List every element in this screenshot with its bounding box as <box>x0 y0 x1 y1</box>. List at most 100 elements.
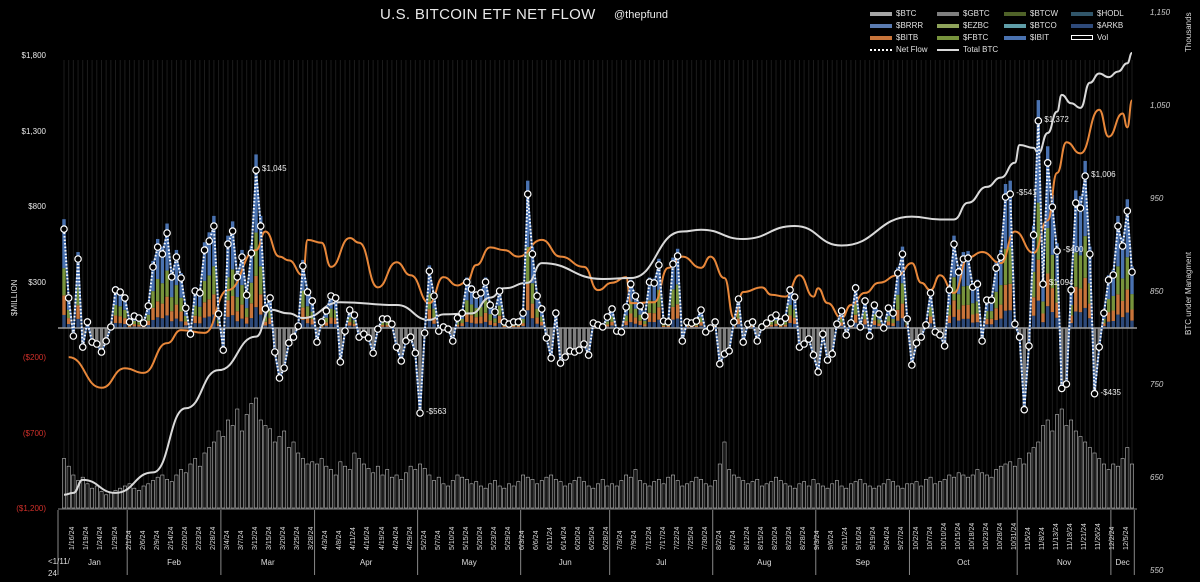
flow-bar-segment <box>1116 266 1120 295</box>
flow-bar-segment <box>324 325 329 328</box>
flow-bar-segment <box>643 324 647 327</box>
x-tick-label: 4/29/24 <box>406 526 414 550</box>
legend-swatch <box>1071 23 1093 28</box>
flow-bar-segment <box>1078 255 1083 289</box>
flow-bar-segment <box>891 318 895 324</box>
flow-bar-segment <box>1116 215 1120 267</box>
flow-bar-segment <box>530 283 535 304</box>
net-flow-point <box>631 292 640 300</box>
flow-bar-segment <box>1003 248 1008 285</box>
flow-bar-segment <box>1055 317 1059 328</box>
flow-bar-segment <box>254 154 258 233</box>
right-axis-tick: 950 <box>1150 194 1164 203</box>
flow-bar-segment <box>971 282 975 304</box>
volume-bar <box>1101 463 1106 509</box>
flow-bar-segment <box>329 308 333 318</box>
x-tick-label: 1/19/24 <box>83 526 91 550</box>
flow-bar-segment <box>174 249 179 286</box>
outflow-bar <box>104 328 108 341</box>
volume-bar <box>863 483 867 509</box>
flow-bar-segment <box>62 268 66 296</box>
flow-bar-segment <box>1088 303 1092 319</box>
outflow-bar <box>90 328 94 343</box>
volume-bar <box>685 483 689 509</box>
flow-bar-segment <box>956 266 961 295</box>
flow-bar-segment <box>769 324 774 327</box>
flow-bar-segment <box>764 326 769 328</box>
x-tick-label: 7/22/24 <box>673 526 681 550</box>
outflow-bar <box>577 328 581 351</box>
flow-bar-segment <box>1125 289 1130 313</box>
volume-bar <box>853 481 858 509</box>
flow-bar-segment <box>989 324 994 328</box>
net-flow-point <box>116 288 125 296</box>
x-tick-label: 2/23/24 <box>195 526 203 550</box>
flow-bar-segment <box>488 314 492 321</box>
flow-bar-segment <box>1106 298 1111 313</box>
volume-bar <box>905 483 910 509</box>
x-tick-label: 12/5/24 <box>1123 526 1131 550</box>
volume-bar <box>1003 463 1008 509</box>
net-flow-point <box>987 296 996 304</box>
flow-bar-segment <box>118 316 122 324</box>
flow-bar-segment <box>1045 228 1050 274</box>
legend-label: $IBIT <box>1030 33 1050 42</box>
net-flow-point <box>397 357 406 365</box>
volume-bar <box>717 463 722 509</box>
legend-label: $EZBC <box>963 21 989 30</box>
flow-bar-segment <box>530 303 535 319</box>
flow-bar-segment <box>671 306 675 320</box>
volume-bar <box>802 481 807 509</box>
volume-bar <box>731 474 736 509</box>
outflow-bar <box>1022 328 1026 410</box>
flow-bar-segment <box>385 322 389 326</box>
net-flow-point <box>786 286 794 294</box>
left-axis-tick: ($700) <box>22 428 46 438</box>
volume-bar <box>62 458 66 509</box>
flow-bar-segment <box>605 321 610 325</box>
flow-bar-segment <box>647 312 652 322</box>
flow-bar-segment <box>497 323 502 328</box>
net-flow-point <box>734 295 743 303</box>
net-flow-point <box>280 364 288 372</box>
net-flow-point <box>926 289 935 297</box>
volume-bar <box>553 479 558 509</box>
flow-bar-segment <box>1074 286 1078 312</box>
flow-bar-segment <box>853 303 858 315</box>
flow-bar-segment <box>900 303 905 319</box>
flow-bar-segment <box>348 325 352 328</box>
flow-bar-segment <box>633 308 638 318</box>
flow-bar-segment <box>750 326 755 328</box>
volume-bar <box>366 468 371 509</box>
flow-bar-segment <box>1008 283 1012 311</box>
x-tick-label: 10/28/24 <box>996 522 1004 550</box>
flow-bar-segment <box>146 314 151 321</box>
net-flow-point <box>144 302 153 310</box>
volume-bar <box>1097 458 1102 509</box>
volume-bar <box>750 481 755 509</box>
net-flow-point <box>261 305 270 313</box>
flow-bar-segment <box>170 297 174 312</box>
flow-bar-segment <box>263 316 268 322</box>
flow-bar-segment <box>793 323 797 328</box>
x-tick-label: 8/20/24 <box>772 526 779 550</box>
outflow-bar <box>371 328 375 354</box>
flow-bar-segment <box>179 311 183 322</box>
outflow-bar <box>413 328 418 354</box>
flow-bar-segment <box>999 304 1003 319</box>
flow-bar-segment <box>675 284 680 305</box>
net-flow-point <box>1081 172 1089 180</box>
flow-bar-segment <box>1055 302 1059 318</box>
volume-bar <box>1017 458 1022 509</box>
outflow-bar <box>451 328 455 341</box>
volume-bar <box>521 474 525 509</box>
net-flow-point <box>519 309 527 317</box>
chart-title: U.S. BITCOIN ETF NET FLOW <box>380 6 596 23</box>
volume-bar <box>966 476 970 509</box>
net-flow-point <box>664 318 673 326</box>
flow-bar-segment <box>511 326 516 328</box>
volume-bar <box>94 485 99 509</box>
flow-bar-segment <box>137 321 141 325</box>
volume-bar <box>745 483 750 509</box>
net-flow-point <box>556 359 565 367</box>
